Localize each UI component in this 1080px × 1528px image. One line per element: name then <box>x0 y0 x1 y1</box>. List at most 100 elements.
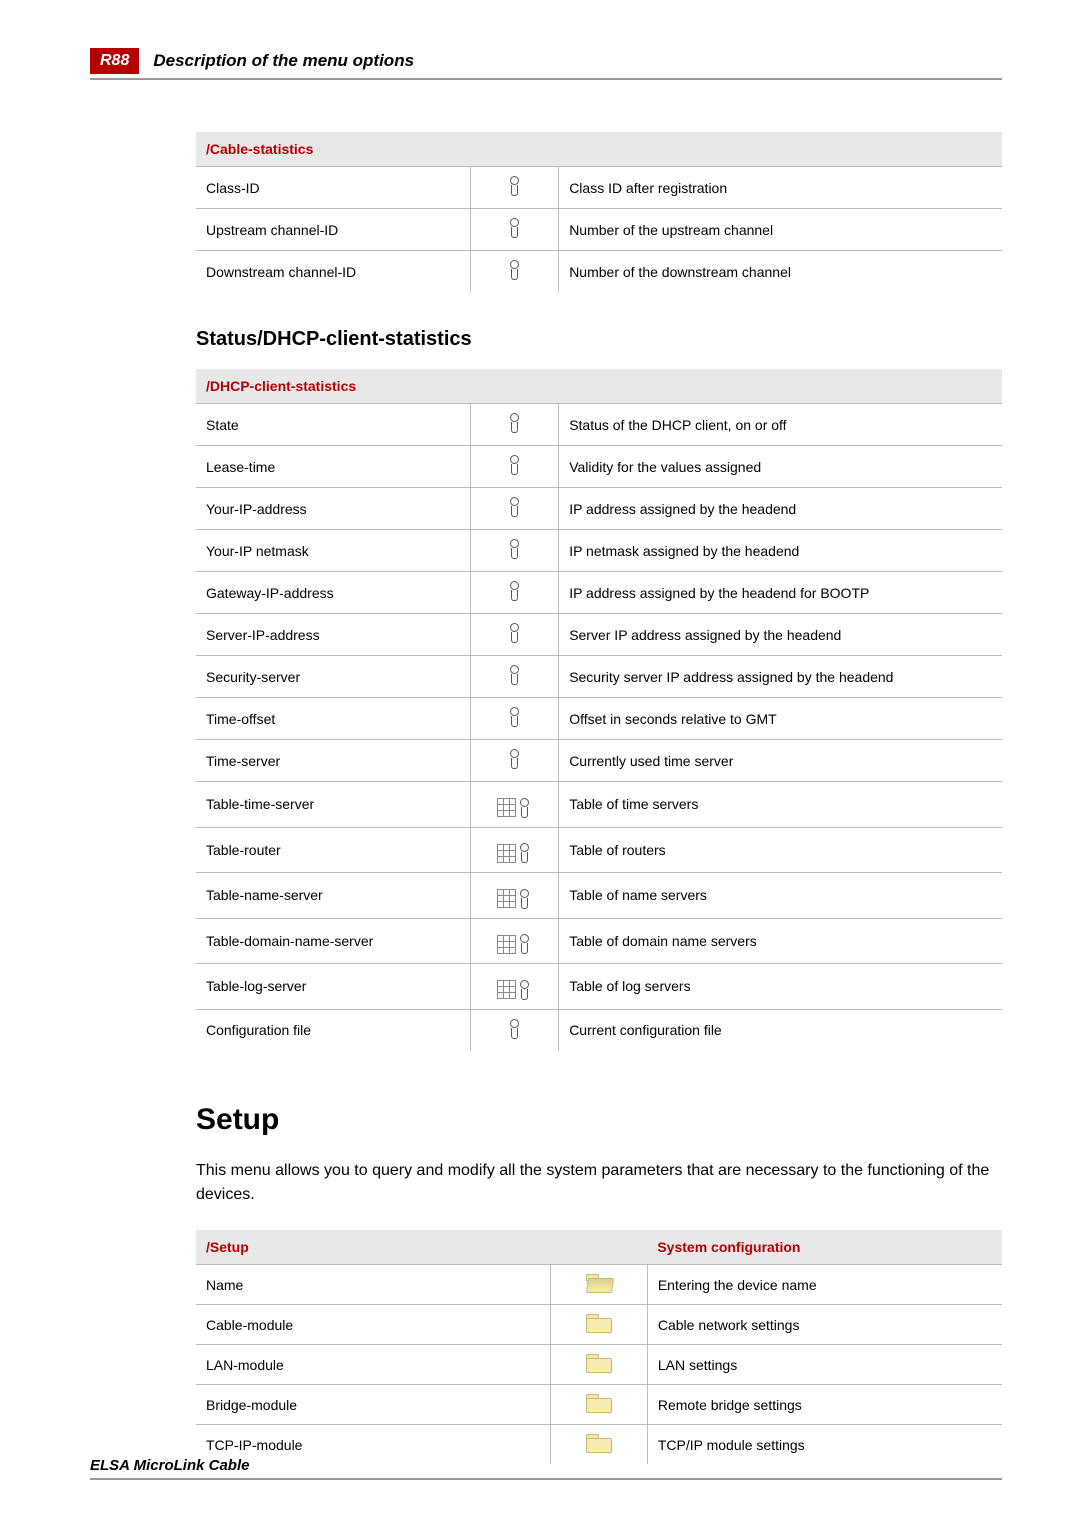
row-desc: Currently used time server <box>559 740 1002 782</box>
table-row: Table-name-server Table of name servers <box>196 873 1002 919</box>
row-desc: IP address assigned by the headend <box>559 488 1002 530</box>
table-header-blank <box>470 132 559 167</box>
row-icon-cell <box>470 209 559 251</box>
row-name: Class-ID <box>196 167 470 209</box>
row-name: Upstream channel-ID <box>196 209 470 251</box>
row-icon-cell <box>470 827 559 873</box>
row-desc: Cable network settings <box>647 1305 1002 1345</box>
folder-icon <box>586 1434 612 1452</box>
row-name: Time-server <box>196 740 470 782</box>
table-row: Table-router Table of routers <box>196 827 1002 873</box>
row-desc: Current configuration file <box>559 1009 1002 1051</box>
row-desc: Offset in seconds relative to GMT <box>559 698 1002 740</box>
table-row: Table-time-serverTable of time servers <box>196 782 1002 828</box>
row-icon-cell <box>551 1345 648 1385</box>
row-name: Table-log-server <box>196 964 470 1010</box>
row-desc: Entering the device name <box>647 1265 1002 1305</box>
dhcp-statistics-table: /DHCP-client-statistics StateStatus of t… <box>196 369 1002 1051</box>
info-icon <box>507 581 521 601</box>
section-heading: Status/DHCP-client-statistics <box>196 328 1002 351</box>
table-icon <box>497 843 531 863</box>
table-header-blank <box>559 132 1002 167</box>
row-desc: Remote bridge settings <box>647 1385 1002 1425</box>
page-footer: ELSA MicroLink Cable <box>90 1457 1002 1480</box>
info-icon <box>507 707 521 727</box>
info-icon <box>517 889 531 909</box>
row-name: Table-router <box>196 827 470 873</box>
row-icon-cell <box>470 167 559 209</box>
page-content: /Cable-statistics Class-IDClass ID after… <box>196 132 1002 1464</box>
table-row: Class-IDClass ID after registration <box>196 167 1002 209</box>
row-name: Table-time-server <box>196 782 470 828</box>
info-icon <box>507 260 521 280</box>
info-icon <box>517 843 531 863</box>
info-icon <box>507 749 521 769</box>
row-icon-cell <box>470 964 559 1010</box>
info-icon <box>517 934 531 954</box>
info-icon <box>507 539 521 559</box>
row-icon-cell <box>470 614 559 656</box>
table-header: /Cable-statistics <box>196 132 470 167</box>
table-icon <box>497 889 531 909</box>
setup-paragraph: This menu allows you to query and modify… <box>196 1159 1002 1209</box>
row-icon-cell <box>551 1305 648 1345</box>
table-row: Table-domain-name-server Table of domain … <box>196 918 1002 964</box>
row-name: Security-server <box>196 656 470 698</box>
row-name: Table-domain-name-server <box>196 918 470 964</box>
table-row: Bridge-module Remote bridge settings <box>196 1385 1002 1425</box>
row-desc: Table of domain name servers <box>559 918 1002 964</box>
footer-text: ELSA MicroLink Cable <box>90 1457 249 1474</box>
table-row: Server-IP-address Server IP address assig… <box>196 614 1002 656</box>
row-name: Name <box>196 1265 551 1305</box>
table-row: Cable-module Cable network settings <box>196 1305 1002 1345</box>
table-row: Your-IP netmaskIP netmask assigned by th… <box>196 530 1002 572</box>
table-row: LAN-moduleLAN settings <box>196 1345 1002 1385</box>
section-heading: Setup <box>196 1103 1002 1137</box>
setup-table: /Setup System configuration NameEntering… <box>196 1230 1002 1464</box>
row-name: Cable-module <box>196 1305 551 1345</box>
row-name: Table-name-server <box>196 873 470 919</box>
row-desc: Number of the downstream channel <box>559 251 1002 293</box>
table-header: System configuration <box>647 1230 1002 1265</box>
row-icon-cell <box>551 1385 648 1425</box>
row-desc: Table of log servers <box>559 964 1002 1010</box>
row-icon-cell <box>470 918 559 964</box>
table-row: Your-IP-address IP address assigned by th… <box>196 488 1002 530</box>
row-icon-cell <box>470 698 559 740</box>
folder-icon <box>586 1314 612 1332</box>
folder-open-icon <box>586 1274 612 1292</box>
table-row: Security-server Security server IP addres… <box>196 656 1002 698</box>
row-icon-cell <box>470 488 559 530</box>
info-icon <box>507 413 521 433</box>
table-row: Downstream channel-IDNumber of the downs… <box>196 251 1002 293</box>
table-row: Configuration fileCurrent configuration … <box>196 1009 1002 1051</box>
row-desc: Security server IP address assigned by t… <box>559 656 1002 698</box>
row-name: Your-IP-address <box>196 488 470 530</box>
row-desc: Number of the upstream channel <box>559 209 1002 251</box>
row-desc: Validity for the values assigned <box>559 446 1002 488</box>
row-desc: Status of the DHCP client, on or off <box>559 404 1002 446</box>
info-icon <box>507 623 521 643</box>
row-name: State <box>196 404 470 446</box>
table-row: Time-server Currently used time server <box>196 740 1002 782</box>
table-icon <box>497 980 531 1000</box>
row-desc: Table of name servers <box>559 873 1002 919</box>
table-row: Time-offsetOffset in seconds relative to… <box>196 698 1002 740</box>
row-desc: Table of routers <box>559 827 1002 873</box>
table-row: Name Entering the device name <box>196 1265 1002 1305</box>
row-name: Bridge-module <box>196 1385 551 1425</box>
cable-statistics-table: /Cable-statistics Class-IDClass ID after… <box>196 132 1002 292</box>
row-desc: Server IP address assigned by the headen… <box>559 614 1002 656</box>
row-name: Your-IP netmask <box>196 530 470 572</box>
page-header: R88 Description of the menu options <box>90 48 1002 74</box>
table-header-blank <box>559 369 1002 404</box>
row-icon-cell <box>470 404 559 446</box>
info-icon <box>507 1019 521 1039</box>
row-icon-cell <box>470 530 559 572</box>
row-icon-cell <box>470 446 559 488</box>
table-icon <box>497 934 531 954</box>
row-name: Server-IP-address <box>196 614 470 656</box>
info-icon <box>507 497 521 517</box>
row-name: LAN-module <box>196 1345 551 1385</box>
row-icon-cell <box>470 251 559 293</box>
